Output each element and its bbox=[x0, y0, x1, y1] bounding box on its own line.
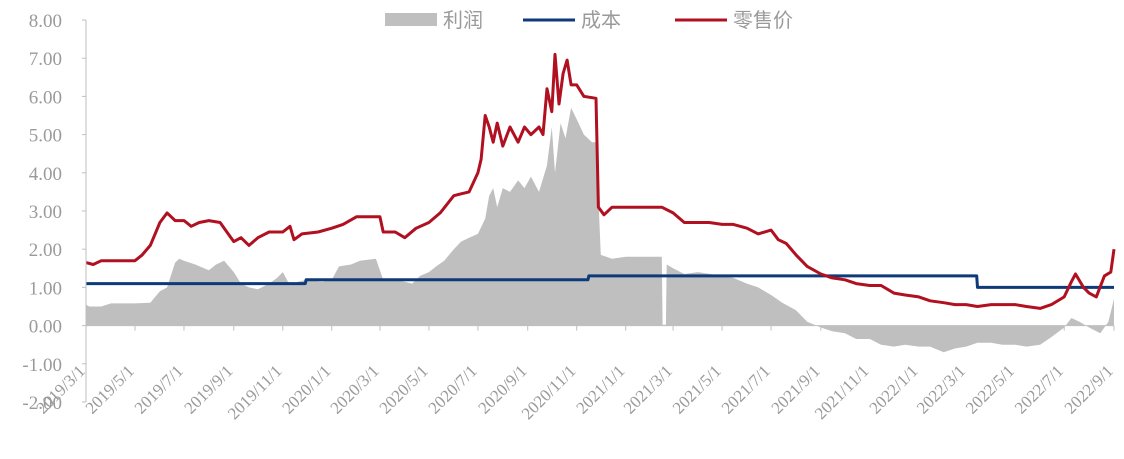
legend-label-0: 利润 bbox=[443, 8, 483, 32]
y-tick-label-6: 2.00 bbox=[29, 240, 62, 261]
x-tick-label-14: 2021/7/1 bbox=[718, 361, 774, 417]
y-tick-label-3: 5.00 bbox=[29, 126, 62, 147]
x-tick-label-10: 2020/11/1 bbox=[518, 361, 580, 423]
legend-item-0: 利润 bbox=[385, 8, 483, 32]
line-layer bbox=[85, 52, 1116, 310]
x-tick-label-7: 2020/5/1 bbox=[376, 361, 432, 417]
legend-item-1: 成本 bbox=[523, 8, 621, 32]
y-tick-label-0: 8.00 bbox=[29, 11, 62, 32]
legend-label-1: 成本 bbox=[581, 8, 621, 32]
y-tick-label-2: 6.00 bbox=[29, 87, 62, 108]
legend-label-2: 零售价 bbox=[733, 8, 793, 32]
x-tick-label-13: 2021/5/1 bbox=[669, 361, 725, 417]
series-line-1 bbox=[86, 274, 1114, 289]
legend: 利润 成本 零售价 bbox=[385, 8, 793, 32]
x-tick-label-6: 2020/3/1 bbox=[327, 361, 383, 417]
y-tick-label-9: -1.00 bbox=[22, 355, 62, 376]
x-tick-label-19: 2022/5/1 bbox=[962, 361, 1018, 417]
area-layer bbox=[86, 107, 1114, 353]
x-tick-label-4: 2019/11/1 bbox=[224, 361, 286, 423]
x-tick-label-2: 2019/7/1 bbox=[131, 361, 187, 417]
legend-swatch-0 bbox=[385, 13, 437, 26]
x-tick-label-20: 2022/7/1 bbox=[1011, 361, 1067, 417]
x-tick-label-16: 2021/11/1 bbox=[811, 361, 873, 423]
x-tick-label-17: 2022/1/1 bbox=[865, 361, 921, 417]
y-tick-label-7: 1.00 bbox=[29, 278, 62, 299]
y-tick-label-4: 4.00 bbox=[29, 164, 62, 185]
y-tick-label-5: 3.00 bbox=[29, 202, 62, 223]
series-area-0 bbox=[86, 107, 1114, 353]
legend-item-2: 零售价 bbox=[675, 8, 793, 32]
x-tick-label-11: 2021/1/1 bbox=[572, 361, 628, 417]
y-axis-ticks: 8.00 7.00 6.00 5.00 4.00 3.00 2.00 1.00 0.00 -1.0… bbox=[22, 11, 86, 414]
y-tick-label-10: -2.00 bbox=[22, 393, 62, 414]
x-tick-label-1: 2019/5/1 bbox=[82, 361, 138, 417]
x-tick-label-12: 2021/3/1 bbox=[620, 361, 676, 417]
x-tick-label-21: 2022/9/1 bbox=[1061, 361, 1117, 417]
x-tick-label-5: 2020/1/1 bbox=[278, 361, 334, 417]
x-tick-label-8: 2020/7/1 bbox=[425, 361, 481, 417]
x-tick-label-18: 2022/3/1 bbox=[913, 361, 969, 417]
series-line-2 bbox=[85, 52, 1116, 310]
y-tick-label-8: 0.00 bbox=[29, 317, 62, 338]
y-tick-label-1: 7.00 bbox=[29, 49, 62, 70]
